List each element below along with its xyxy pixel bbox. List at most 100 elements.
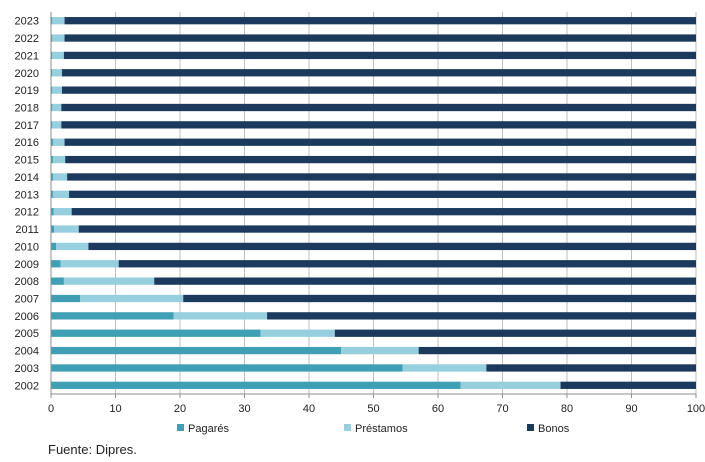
x-tick-label-30: 30 [238, 403, 250, 415]
bar-bonos-2006 [267, 312, 696, 320]
axis-layer: 2002200320042005200620072008200920102011… [15, 12, 705, 415]
y-tick-label-2014: 2014 [15, 172, 39, 184]
bar-prstamos-2003 [402, 364, 487, 372]
bar-prstamos-2005 [260, 329, 335, 337]
bar-bonos-2017 [61, 121, 696, 129]
bar-prstamos-2006 [173, 312, 268, 320]
bar-bonos-2018 [61, 103, 696, 112]
y-tick-label-2016: 2016 [15, 137, 39, 149]
bar-bonos-2023 [64, 17, 697, 25]
bar-pagars-2003 [51, 364, 403, 372]
bar-prstamos-2020 [52, 69, 62, 77]
y-tick-label-2004: 2004 [15, 346, 39, 358]
bar-bonos-2002 [560, 381, 696, 389]
bar-prstamos-2002 [460, 381, 561, 389]
x-tick-label-20: 20 [174, 403, 186, 415]
y-tick-label-2021: 2021 [15, 50, 39, 62]
bar-prstamos-2014 [52, 173, 68, 181]
bar-bonos-2014 [67, 173, 696, 181]
bar-bonos-2016 [64, 138, 697, 146]
y-tick-label-2002: 2002 [15, 380, 39, 392]
y-tick-label-2022: 2022 [15, 33, 39, 45]
x-tick-label-90: 90 [625, 403, 637, 415]
bar-bonos-2008 [154, 277, 696, 285]
legend: Pagarés Préstamos Bonos [177, 423, 570, 435]
stacked-bar-chart: 2002200320042005200620072008200920102011… [15, 12, 705, 435]
bar-prstamos-2016 [52, 138, 65, 146]
x-tick-label-10: 10 [109, 403, 121, 415]
bar-bonos-2012 [71, 208, 696, 216]
y-tick-label-2020: 2020 [15, 68, 39, 80]
y-tick-label-2009: 2009 [15, 259, 39, 271]
x-tick-label-50: 50 [367, 403, 379, 415]
bar-pagars-2008 [51, 277, 64, 285]
bar-bonos-2004 [418, 346, 696, 355]
bar-prstamos-2013 [52, 190, 70, 198]
legend-swatch-pagars [177, 424, 184, 431]
y-tick-label-2008: 2008 [15, 276, 39, 288]
y-tick-label-2007: 2007 [15, 294, 39, 306]
x-tick-label-80: 80 [561, 403, 573, 415]
y-tick-label-2019: 2019 [15, 85, 39, 97]
source-note: Fuente: Dipres. [48, 442, 137, 457]
y-tick-label-2006: 2006 [15, 311, 39, 323]
bar-pagars-2017 [51, 121, 53, 129]
bar-prstamos-2008 [63, 277, 155, 285]
bar-pagars-2021 [51, 51, 53, 60]
bar-bonos-2013 [69, 190, 696, 198]
y-tick-label-2018: 2018 [15, 103, 39, 115]
bar-pagars-2004 [51, 346, 342, 355]
bar-pagars-2014 [51, 173, 53, 181]
legend-swatch-prstamos [344, 424, 351, 431]
bar-bonos-2005 [334, 329, 696, 337]
x-tick-label-100: 100 [687, 403, 705, 415]
bar-bonos-2019 [61, 86, 696, 94]
bar-prstamos-2022 [52, 34, 65, 42]
bar-layer [51, 17, 697, 389]
bar-pagars-2015 [51, 155, 53, 164]
bar-pagars-2005 [51, 329, 261, 337]
x-tick-label-0: 0 [48, 403, 54, 415]
bar-pagars-2010 [51, 242, 57, 251]
bar-prstamos-2021 [52, 51, 64, 60]
legend-label-bonos: Bonos [538, 423, 570, 435]
y-tick-label-2013: 2013 [15, 189, 39, 201]
bar-pagars-2020 [51, 69, 53, 77]
bar-pagars-2016 [51, 138, 53, 146]
bar-pagars-2006 [51, 312, 174, 320]
bar-pagars-2018 [51, 103, 53, 112]
bar-prstamos-2010 [56, 242, 89, 251]
y-tick-label-2015: 2015 [15, 155, 39, 167]
bar-prstamos-2012 [53, 208, 72, 216]
bar-bonos-2020 [61, 69, 696, 77]
x-tick-label-70: 70 [496, 403, 508, 415]
bar-pagars-2009 [51, 260, 61, 268]
bar-pagars-2013 [51, 190, 53, 198]
bar-bonos-2003 [486, 364, 696, 372]
bar-bonos-2011 [78, 225, 697, 233]
bar-bonos-2010 [88, 242, 696, 251]
legend-swatch-bonos [527, 424, 534, 431]
bar-pagars-2007 [51, 294, 81, 303]
bar-prstamos-2011 [54, 225, 79, 233]
bar-prstamos-2023 [52, 17, 65, 25]
x-tick-label-40: 40 [303, 403, 315, 415]
bar-bonos-2021 [63, 51, 696, 60]
y-tick-label-2017: 2017 [15, 120, 39, 132]
bar-bonos-2022 [64, 34, 697, 42]
bar-pagars-2023 [51, 17, 53, 25]
bar-bonos-2007 [183, 294, 697, 303]
bar-prstamos-2015 [52, 155, 66, 164]
y-tick-label-2010: 2010 [15, 241, 39, 253]
bar-pagars-2002 [51, 381, 461, 389]
bar-prstamos-2018 [52, 103, 62, 112]
y-tick-label-2012: 2012 [15, 207, 39, 219]
y-tick-label-2011: 2011 [15, 224, 39, 236]
bar-prstamos-2019 [52, 86, 62, 94]
legend-label-pagars: Pagarés [188, 423, 229, 435]
bar-pagars-2022 [51, 34, 53, 42]
legend-label-prstamos: Préstamos [355, 423, 408, 435]
x-tick-label-60: 60 [432, 403, 444, 415]
bar-prstamos-2004 [341, 346, 419, 355]
